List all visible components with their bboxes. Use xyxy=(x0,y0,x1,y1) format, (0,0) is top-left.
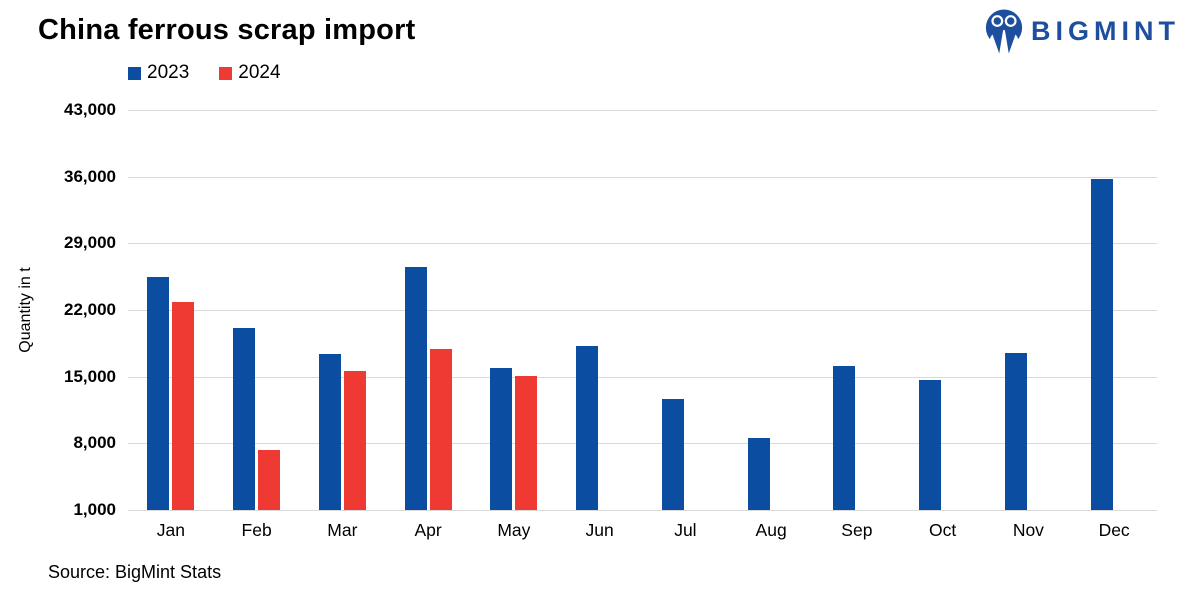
gridline xyxy=(128,376,1157,378)
bar-2023-dec xyxy=(1090,178,1113,510)
legend-item-2024: 2024 xyxy=(219,62,281,84)
bar-2024-may xyxy=(515,375,538,510)
bar-2024-feb xyxy=(258,450,281,510)
bar-2023-mar xyxy=(318,353,341,510)
gridline xyxy=(128,176,1157,178)
x-tick-label-jun: Jun xyxy=(585,520,614,540)
legend-label-2023: 2023 xyxy=(147,62,190,83)
bar-2023-apr xyxy=(404,267,427,510)
bar-2023-oct xyxy=(919,380,942,510)
legend-swatch-2023 xyxy=(128,66,141,80)
bar-2023-jun xyxy=(576,346,599,510)
bigmint-logo-text: BIGMINT xyxy=(1031,16,1180,46)
legend-swatch-2024 xyxy=(219,66,233,80)
legend-item-2023: 2023 xyxy=(128,62,189,84)
y-tick-label: 29,000 xyxy=(64,233,116,253)
x-tick-label-may: May xyxy=(497,520,531,540)
bar-2023-aug xyxy=(747,437,770,510)
gridline xyxy=(128,510,1157,511)
bar-2023-sep xyxy=(833,366,856,510)
y-tick-label: 8,000 xyxy=(73,433,116,453)
bar-2023-may xyxy=(490,368,513,510)
x-tick-label-jan: Jan xyxy=(156,520,185,540)
y-tick-label: 15,000 xyxy=(64,366,116,386)
x-tick-label-mar: Mar xyxy=(327,520,358,540)
x-tick-label-feb: Feb xyxy=(241,520,272,540)
gridline xyxy=(128,243,1157,245)
y-tick-label: 36,000 xyxy=(64,166,116,186)
chart-legend: 2023 2024 xyxy=(128,62,281,84)
bar-2024-apr xyxy=(429,349,452,510)
source-note: Source: BigMint Stats xyxy=(48,562,222,582)
y-tick-label: 43,000 xyxy=(64,100,116,119)
gridline xyxy=(128,110,1157,111)
bar-2023-jul xyxy=(661,398,684,510)
bar-2024-mar xyxy=(343,370,366,510)
bar-2023-jan xyxy=(147,276,170,510)
x-tick-label-aug: Aug xyxy=(755,520,787,540)
x-tick-label-oct: Oct xyxy=(929,520,957,540)
bigmint-logo-icon xyxy=(985,9,1023,54)
gridline xyxy=(128,443,1157,445)
x-tick-label-sep: Sep xyxy=(841,520,873,540)
legend-label-2024: 2024 xyxy=(238,62,281,83)
bigmint-logo: BIGMINT xyxy=(983,8,1180,55)
gridline xyxy=(128,310,1157,311)
y-tick-label: 1,000 xyxy=(73,500,116,519)
chart-title: China ferrous scrap import xyxy=(38,14,416,46)
x-tick-label-jul: Jul xyxy=(674,520,697,540)
y-tick-label: 22,000 xyxy=(64,300,116,319)
bar-2023-feb xyxy=(233,328,256,510)
bar-2023-nov xyxy=(1004,352,1027,510)
x-tick-label-apr: Apr xyxy=(414,520,442,540)
bar-2024-jan xyxy=(172,302,195,510)
x-tick-label-dec: Dec xyxy=(1098,520,1130,540)
x-tick-label-nov: Nov xyxy=(1012,520,1044,540)
